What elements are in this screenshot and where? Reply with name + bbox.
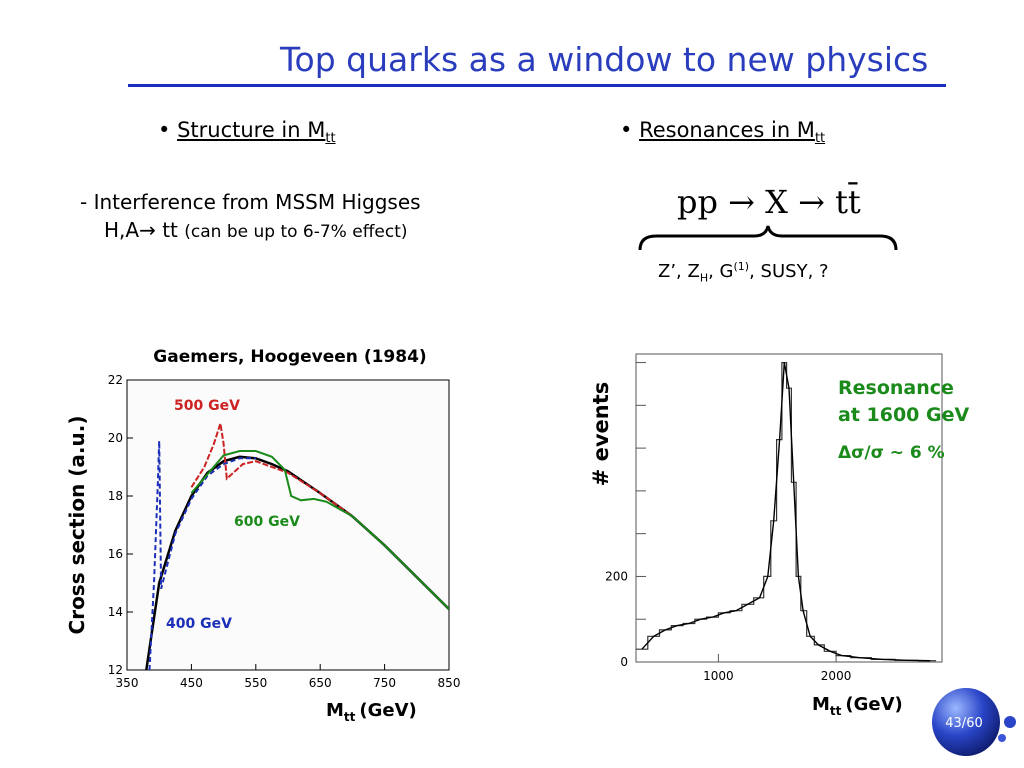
curve-500-gev: [190, 423, 353, 518]
small-sphere-icon: [998, 734, 1006, 742]
label-600-gev: 600 GeV: [234, 514, 300, 530]
x-tick-label: 2000: [821, 669, 852, 683]
events-plot: 1000 2000 0 200 # events Resonance at 1600 …: [589, 353, 969, 718]
candidates-z-sub: H: [699, 271, 709, 285]
plot-left-ylabel: Cross section (a.u.): [65, 416, 89, 635]
xlabel-unit: (GeV): [845, 694, 902, 715]
interference-text: - Interference from MSSM Higgses H,A→ tt…: [80, 188, 421, 246]
plot-right-frame: [635, 353, 943, 663]
annotation-resonance: Resonance: [838, 377, 954, 399]
interference-line1: - Interference from MSSM Higgses: [80, 190, 421, 214]
sphere-icon: [932, 688, 1000, 756]
bullet-structure-label: Structure in M: [177, 118, 326, 142]
xlabel-m: M: [812, 694, 830, 715]
cross-section-plot: Gaemers, Hoogeveen (1984) 350 450 550 650 75…: [65, 347, 460, 724]
interference-line2: H,A→ tt (can be up to 6-7% effect): [80, 216, 421, 246]
candidates-g-sup: (1): [733, 260, 750, 273]
y-tick-label: 12: [108, 663, 123, 677]
plot-right-ticks: 1000 2000 0 200: [605, 362, 852, 683]
bullet-resonances-label: Resonances in M: [639, 118, 815, 142]
plot-left-xlabel: Mtt (GeV): [326, 700, 417, 724]
y-tick-label: 16: [108, 547, 123, 561]
interference-note: (can be up to 6-7% effect): [184, 222, 408, 242]
xlabel-sub: tt: [344, 710, 356, 724]
plot-right-series: [636, 362, 937, 662]
small-sphere-icon: [1004, 716, 1016, 728]
x-tick-label: 1000: [703, 669, 734, 683]
x-tick-label: 650: [309, 676, 332, 690]
xlabel-sub: tt: [830, 704, 842, 718]
y-tick-label: 20: [108, 431, 123, 445]
xlabel-unit: (GeV): [359, 700, 416, 721]
page-number-badge: 43/60: [932, 688, 1016, 756]
plot-left-title: Gaemers, Hoogeveen (1984): [153, 347, 426, 367]
resonance-equation: pp → X → tt̄: [677, 183, 861, 221]
candidates-rest: , SUSY, ?: [749, 261, 829, 282]
x-tick-label: 850: [438, 676, 460, 690]
bullet-resonances-sub: tt: [814, 131, 826, 147]
y-tick-label: 22: [108, 373, 123, 387]
page-number: 43/60: [945, 716, 982, 731]
bullet-dot: •: [158, 118, 178, 142]
annotation-width: Δσ/σ ~ 6 %: [838, 443, 945, 463]
y-tick-label: 18: [108, 489, 123, 503]
y-tick-label: 14: [108, 605, 123, 619]
y-tick-label: 0: [620, 655, 628, 669]
higgs-names: H,A: [104, 218, 140, 242]
plot-right-ylabel: # events: [589, 382, 613, 487]
x-tick-label: 450: [180, 676, 203, 690]
curve-400-gev: [148, 440, 256, 671]
slide-title: Top quarks as a window to new physics: [280, 40, 929, 79]
bullet-structure: • Structure in Mtt: [158, 118, 336, 146]
title-underline: [128, 84, 946, 87]
candidates-g: , G: [708, 261, 734, 282]
arrow-icon: →: [139, 218, 156, 242]
bullet-resonances: • Resonances in Mtt: [620, 118, 825, 146]
plot-left-ticks: 350 450 550 650 750 850 12 14 16 18 20 22: [108, 373, 460, 690]
bullet-dot: •: [620, 118, 640, 142]
plot-left-frame: [126, 379, 450, 671]
x-tick-label: 550: [244, 676, 267, 690]
curve-600-gev: [190, 450, 450, 610]
curly-brace-icon: [638, 225, 898, 251]
y-tick-label: 200: [605, 569, 628, 583]
candidates-z: Z’, Z: [658, 261, 700, 282]
x-tick-label: 750: [373, 676, 396, 690]
label-500-gev: 500 GeV: [174, 398, 240, 414]
events-fit-curve: [641, 362, 931, 662]
label-400-gev: 400 GeV: [166, 616, 232, 632]
resonance-candidates: Z’, ZH, G(1), SUSY, ?: [658, 260, 829, 285]
bullet-structure-sub: tt: [325, 131, 336, 147]
xlabel-m: M: [326, 700, 344, 721]
plot-right-xlabel: Mtt (GeV): [812, 694, 903, 718]
annotation-energy: at 1600 GeV: [838, 404, 969, 426]
x-tick-label: 350: [116, 676, 139, 690]
plot-left-series: [145, 423, 450, 671]
tt-label: tt: [162, 218, 178, 242]
